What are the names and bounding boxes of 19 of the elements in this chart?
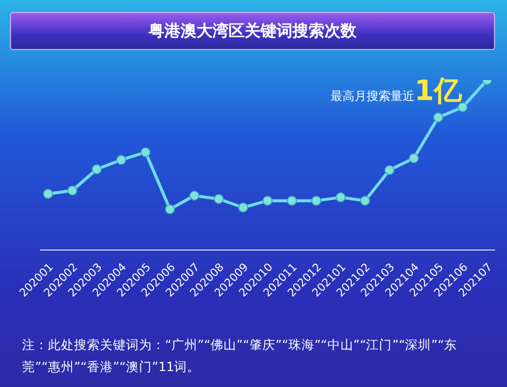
point: [311, 196, 322, 206]
point: [262, 196, 272, 206]
point: [67, 186, 78, 196]
point: [384, 165, 394, 176]
point: [360, 196, 370, 206]
point: [140, 147, 151, 158]
point: [43, 188, 53, 199]
point: [189, 190, 200, 201]
point: [92, 164, 102, 174]
point: [164, 204, 175, 214]
point: [433, 112, 444, 122]
point: [408, 153, 419, 164]
point: [336, 192, 346, 202]
point: [214, 194, 224, 204]
point: [238, 202, 248, 212]
chart-title: 粤港澳大湾区关键词搜索次数: [10, 12, 495, 50]
text: 注：此处搜索关键词为：“广州”“佛山”“肇庆”“珠海”“中山”“江门”“深圳”“东莞”“惠州”“香港”“澳门”11词。: [22, 336, 458, 376]
point: [286, 196, 297, 206]
point: [116, 154, 126, 165]
